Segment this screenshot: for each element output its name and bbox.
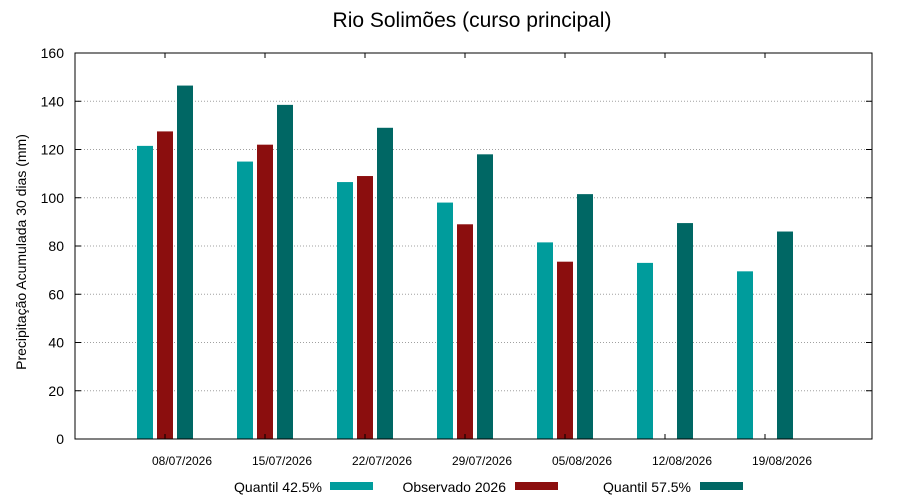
bar-quantil-42-5-: [537, 242, 553, 439]
x-tick-label: 08/07/2026: [152, 454, 212, 468]
bar-observado-2026: [257, 144, 273, 440]
bar-quantil-57-5-: [677, 223, 693, 439]
bar-quantil-57-5-: [177, 85, 193, 439]
bar-quantil-42-5-: [637, 262, 653, 439]
legend-swatch: [515, 482, 558, 490]
bars: [137, 85, 793, 440]
bar-quantil-57-5-: [577, 194, 593, 439]
y-tick-label: 120: [41, 142, 65, 158]
bar-quantil-57-5-: [377, 127, 393, 439]
y-tick-label: 80: [48, 238, 64, 254]
bar-quantil-42-5-: [737, 271, 753, 439]
y-axis-label: Precipitação Acumulada 30 dias (mm): [13, 134, 29, 370]
x-tick-label: 22/07/2026: [352, 454, 412, 468]
legend-label: Quantil 42.5%: [234, 479, 322, 495]
bar-quantil-57-5-: [777, 231, 793, 439]
legend-swatch: [330, 482, 373, 490]
legend-label: Observado 2026: [402, 479, 506, 495]
bar-quantil-42-5-: [237, 161, 253, 439]
y-tick-label: 0: [56, 431, 64, 447]
y-tick-label: 160: [41, 45, 65, 61]
legend: Quantil 42.5% Observado 2026 Quantil 57.5%: [234, 479, 743, 495]
chart-title: Rio Solimões (curso principal): [333, 9, 612, 32]
x-tick-label: 15/07/2026: [252, 454, 312, 468]
bar-quantil-42-5-: [337, 182, 353, 439]
x-tick-label: 19/08/2026: [752, 454, 812, 468]
bar-quantil-57-5-: [277, 104, 293, 440]
y-tick-label: 140: [41, 93, 65, 109]
bar-observado-2026: [457, 224, 473, 439]
x-tick-label: 29/07/2026: [452, 454, 512, 468]
bar-quantil-57-5-: [477, 154, 493, 439]
y-axis-ticks: 0 20 40 60 80 100 120 140 160: [41, 45, 872, 447]
grid-lines: [75, 100, 872, 392]
y-tick-label: 60: [48, 286, 64, 302]
legend-swatch: [700, 482, 743, 490]
y-tick-label: 40: [48, 335, 64, 351]
bar-observado-2026: [157, 131, 173, 439]
bar-observado-2026: [557, 261, 573, 439]
y-tick-label: 100: [41, 190, 65, 206]
x-tick-label: 05/08/2026: [552, 454, 612, 468]
x-tick-label: 12/08/2026: [652, 454, 712, 468]
bar-quantil-42-5-: [437, 202, 453, 439]
bar-observado-2026: [357, 176, 373, 439]
y-tick-label: 20: [48, 383, 64, 399]
legend-label: Quantil 57.5%: [603, 479, 691, 495]
bar-quantil-42-5-: [137, 145, 153, 439]
x-axis-ticks: 08/07/2026 15/07/2026 22/07/2026 29/07/2026…: [152, 53, 812, 468]
